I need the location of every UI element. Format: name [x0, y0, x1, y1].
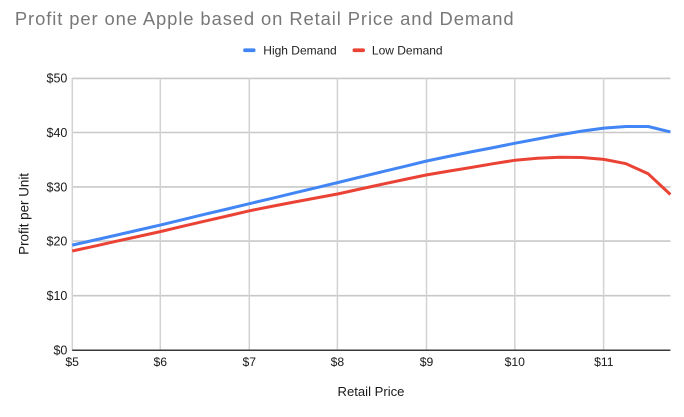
svg-text:$40: $40: [47, 126, 68, 140]
svg-text:Profit per Unit: Profit per Unit: [17, 173, 32, 255]
svg-text:$7: $7: [243, 355, 257, 369]
svg-text:Retail Price: Retail Price: [338, 384, 405, 399]
svg-text:$5: $5: [65, 355, 79, 369]
svg-text:$30: $30: [47, 180, 68, 194]
svg-text:$20: $20: [47, 235, 68, 249]
svg-text:$50: $50: [47, 71, 68, 85]
svg-text:$10: $10: [47, 289, 68, 303]
svg-text:$11: $11: [594, 355, 614, 369]
svg-text:High Demand: High Demand: [263, 44, 336, 58]
svg-text:$6: $6: [154, 355, 168, 369]
svg-text:$0: $0: [53, 344, 67, 358]
svg-text:Profit per one Apple based on: Profit per one Apple based on Retail Pri…: [15, 8, 515, 29]
svg-text:$8: $8: [331, 355, 345, 369]
svg-text:Low Demand: Low Demand: [372, 44, 443, 58]
svg-text:$9: $9: [420, 355, 434, 369]
svg-text:$10: $10: [505, 355, 526, 369]
